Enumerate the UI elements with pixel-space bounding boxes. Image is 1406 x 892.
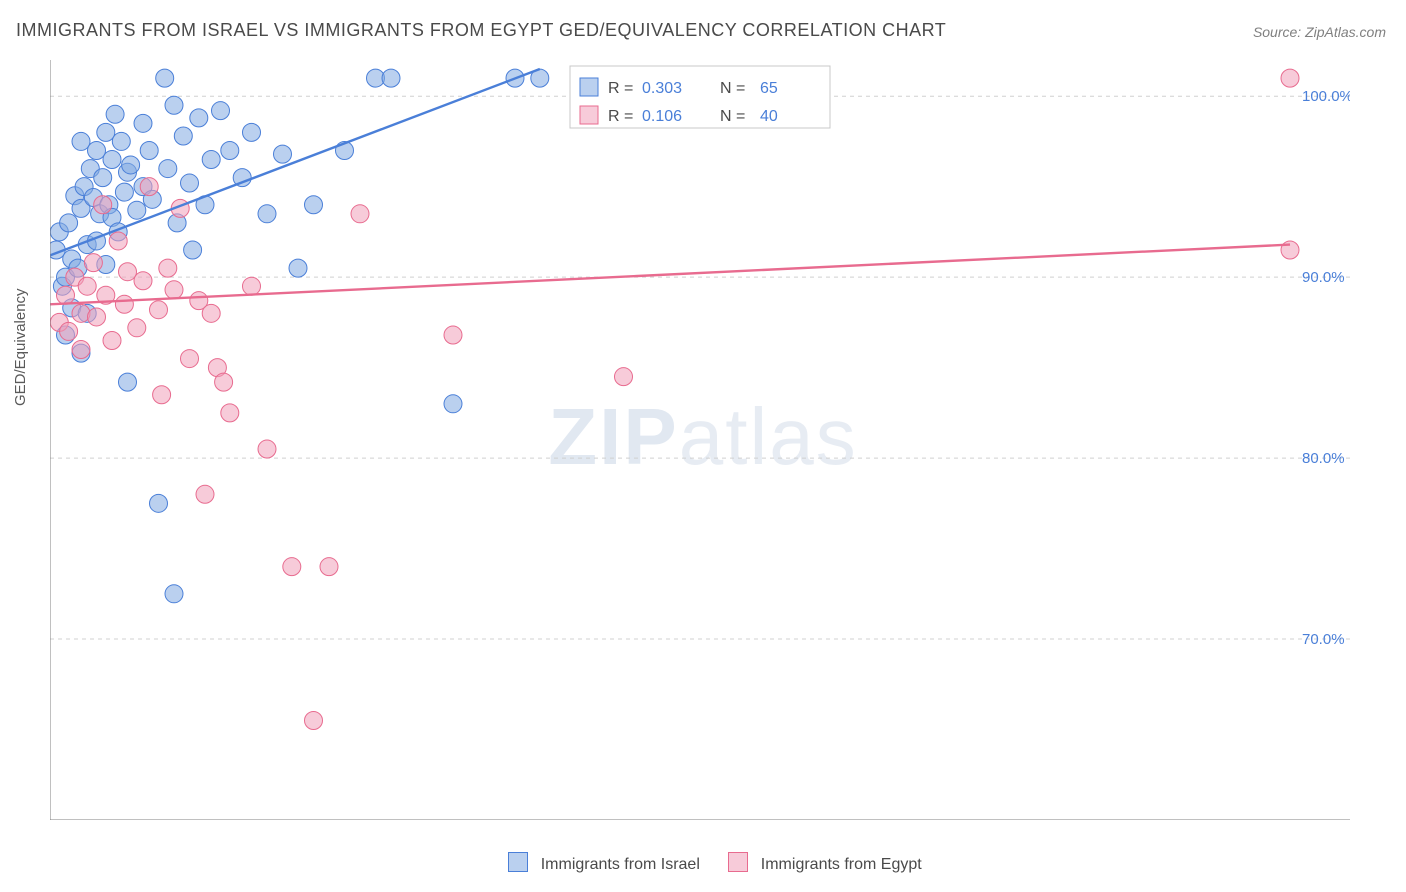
legend-n-value: 40 (760, 108, 778, 125)
data-point (112, 132, 130, 150)
legend-n-label: N = (720, 108, 745, 125)
data-point (134, 114, 152, 132)
data-point (150, 301, 168, 319)
data-point (305, 711, 323, 729)
data-point (165, 585, 183, 603)
data-point (289, 259, 307, 277)
data-point (215, 373, 233, 391)
legend-swatch-israel (508, 852, 528, 872)
legend-r-label: R = (608, 108, 633, 125)
legend-n-label: N = (720, 80, 745, 97)
data-point (202, 151, 220, 169)
data-point (128, 201, 146, 219)
data-point (94, 169, 112, 187)
data-point (78, 277, 96, 295)
data-point (274, 145, 292, 163)
data-point (196, 485, 214, 503)
data-point (174, 127, 192, 145)
legend-r-value: 0.303 (642, 80, 682, 97)
data-point (159, 259, 177, 277)
data-point (444, 326, 462, 344)
data-point (72, 304, 90, 322)
data-point (103, 151, 121, 169)
data-point (119, 373, 137, 391)
data-point (109, 232, 127, 250)
data-point (119, 263, 137, 281)
data-point (150, 494, 168, 512)
ytick-label: 70.0% (1302, 631, 1345, 648)
data-point (1281, 69, 1299, 87)
data-point (382, 69, 400, 87)
stat-legend: R = 0.303 N = 65 R = 0.106 N = 40 (570, 66, 830, 128)
data-point (84, 254, 102, 272)
data-point (221, 141, 239, 159)
data-point (115, 295, 133, 313)
data-point (153, 386, 171, 404)
y-axis-label: GED/Equivalency (12, 288, 29, 406)
data-point (165, 96, 183, 114)
legend-r-label: R = (608, 80, 633, 97)
data-point (221, 404, 239, 422)
data-point (351, 205, 369, 223)
legend-r-value: 0.106 (642, 108, 682, 125)
data-point (243, 277, 261, 295)
data-point (258, 205, 276, 223)
data-point (156, 69, 174, 87)
data-point (128, 319, 146, 337)
data-point (190, 109, 208, 127)
ytick-label: 80.0% (1302, 450, 1345, 467)
data-point (615, 368, 633, 386)
data-point (72, 341, 90, 359)
data-point (97, 123, 115, 141)
data-point (140, 141, 158, 159)
data-point (94, 196, 112, 214)
data-point (88, 141, 106, 159)
data-point (305, 196, 323, 214)
data-point (134, 272, 152, 290)
source-attribution: Source: ZipAtlas.com (1253, 24, 1386, 40)
legend-swatch-egypt (728, 852, 748, 872)
data-point (88, 308, 106, 326)
trend-line (50, 245, 1290, 305)
data-point (202, 304, 220, 322)
bottom-legend: Immigrants from Israel Immigrants from E… (0, 852, 1406, 874)
data-point (212, 102, 230, 120)
legend-label-egypt: Immigrants from Egypt (761, 856, 922, 873)
legend-label-israel: Immigrants from Israel (541, 856, 700, 873)
data-point (258, 440, 276, 458)
data-point (140, 178, 158, 196)
chart-title: IMMIGRANTS FROM ISRAEL VS IMMIGRANTS FRO… (16, 20, 946, 41)
data-point (243, 123, 261, 141)
data-point (165, 281, 183, 299)
data-point (122, 156, 140, 174)
data-point (57, 286, 75, 304)
data-point (283, 558, 301, 576)
data-point (159, 160, 177, 178)
data-point (72, 132, 90, 150)
data-point (320, 558, 338, 576)
data-point (60, 214, 78, 232)
data-point (103, 331, 121, 349)
data-point (444, 395, 462, 413)
data-point (181, 174, 199, 192)
data-point (106, 105, 124, 123)
legend-swatch (580, 106, 598, 124)
data-point (184, 241, 202, 259)
ytick-label: 100.0% (1302, 88, 1350, 105)
data-point (115, 183, 133, 201)
legend-swatch (580, 78, 598, 96)
data-point (181, 350, 199, 368)
data-point (60, 322, 78, 340)
ytick-label: 90.0% (1302, 269, 1345, 286)
scatter-plot: 0.0%40.0% 70.0%80.0%90.0%100.0% R =0.303… (50, 60, 1350, 820)
legend-n-value: 65 (760, 80, 778, 97)
